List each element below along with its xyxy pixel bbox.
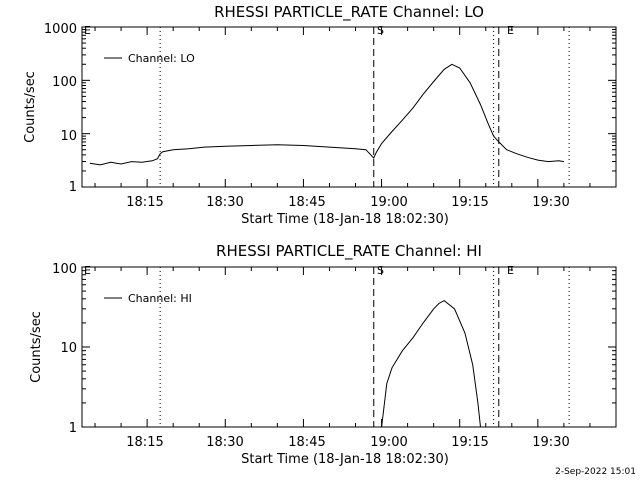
plot-lo-ytick-100: 100 — [52, 75, 77, 90]
plot-hi-tick-marks — [82, 267, 617, 428]
plot-hi-ytick-10: 10 — [60, 341, 77, 356]
plot-hi-xlabel: Start Time (18-Jan-18 18:02:30) — [241, 452, 449, 467]
plot-lo-tick-marks — [82, 27, 617, 188]
plot-lo-start-marker-label: S — [377, 24, 384, 37]
plot-lo-xtick-1900: 19:00 — [370, 195, 407, 210]
footer-date: 2-Sep-2022 15:01 — [555, 467, 636, 477]
plot-lo-vertical-markers — [159, 27, 570, 187]
plot-lo-edge-label: E — [84, 24, 91, 37]
plot-hi-ylabel: Counts/sec — [29, 311, 44, 383]
plot-hi-xtick-1900: 19:00 — [370, 435, 407, 450]
plot-lo-ylabel: Counts/sec — [23, 71, 38, 143]
plot-lo-xtick-1845: 18:45 — [288, 195, 325, 210]
plot-lo-xlabel: Start Time (18-Jan-18 18:02:30) — [241, 212, 449, 227]
plot-lo-ytick-10: 10 — [60, 129, 77, 144]
plot-hi-xtick-1930: 19:30 — [532, 435, 569, 450]
plot-hi-start-marker-label: S — [377, 264, 384, 277]
plot-hi-ytick-1: 1 — [69, 421, 77, 436]
plot-lo-title: RHESSI PARTICLE_RATE Channel: LO — [214, 3, 484, 22]
plot-hi-vertical-markers — [159, 267, 570, 427]
plot-lo-frame — [81, 26, 617, 188]
plot-hi-title: RHESSI PARTICLE_RATE Channel: HI — [216, 242, 482, 261]
plot-hi: RHESSI PARTICLE_RATE Channel: HI Counts/… — [29, 242, 617, 467]
plot-hi-series-line — [381, 300, 481, 428]
plot-lo-xtick-1930: 19:30 — [532, 195, 569, 210]
plot-lo-series-line — [89, 63, 564, 166]
plot-lo-xtick-1815: 18:15 — [126, 195, 163, 210]
plot-hi-xtick-1815: 18:15 — [126, 435, 163, 450]
plot-lo: RHESSI PARTICLE_RATE Channel: LO Counts/… — [23, 3, 617, 227]
plot-hi-xtick-1845: 18:45 — [288, 435, 325, 450]
plot-hi-edge-label: E — [84, 264, 91, 277]
plot-hi-end-marker-label: E — [507, 264, 514, 277]
plot-hi-legend-label: Channel: HI — [128, 292, 192, 305]
plot-lo-end-marker-label: E — [507, 24, 514, 37]
plot-lo-xtick-1830: 18:30 — [206, 195, 243, 210]
plot-hi-xtick-1915: 19:15 — [451, 435, 488, 450]
plot-hi-ytick-100: 100 — [52, 262, 77, 277]
plot-hi-xtick-1830: 18:30 — [206, 435, 243, 450]
plot-lo-legend-label: Channel: LO — [128, 52, 195, 65]
plot-lo-xtick-1915: 19:15 — [451, 195, 488, 210]
plot-hi-frame — [81, 266, 617, 428]
plot-lo-ytick-1: 1 — [69, 180, 77, 195]
plot-lo-ytick-1000: 1000 — [44, 22, 77, 37]
